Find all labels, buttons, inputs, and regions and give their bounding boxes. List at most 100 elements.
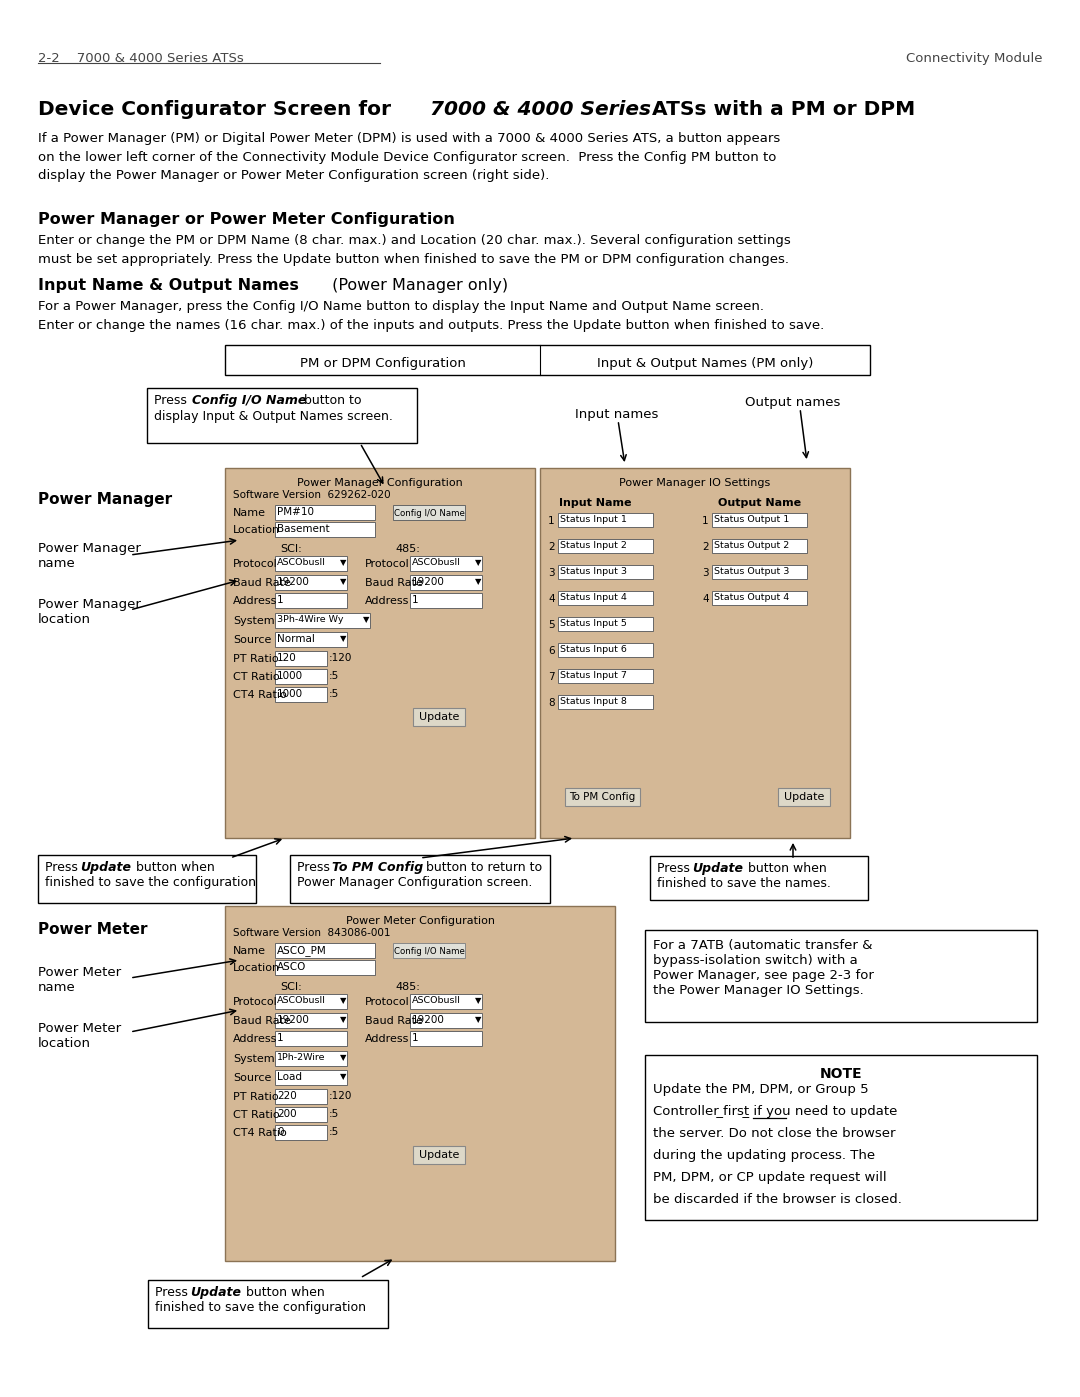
- Text: ASCObusII: ASCObusII: [411, 557, 461, 567]
- Text: Source: Source: [233, 1073, 271, 1083]
- Bar: [275, 1090, 327, 1104]
- Text: 8: 8: [548, 698, 555, 708]
- Text: 485:: 485:: [395, 982, 420, 992]
- Text: Power Manager Configuration: Power Manager Configuration: [297, 478, 463, 488]
- Bar: [410, 576, 482, 590]
- Text: Update: Update: [80, 861, 131, 875]
- Text: 3: 3: [702, 569, 708, 578]
- Bar: [410, 1013, 482, 1028]
- Text: Location: Location: [233, 525, 280, 535]
- Bar: [393, 504, 465, 520]
- Text: Load: Load: [276, 1071, 302, 1083]
- Text: display Input & Output Names screen.: display Input & Output Names screen.: [154, 409, 393, 423]
- Bar: [275, 1106, 327, 1122]
- Bar: [558, 669, 653, 683]
- Text: ▼: ▼: [340, 1016, 347, 1024]
- Text: Config I/O Name: Config I/O Name: [192, 394, 307, 407]
- Text: ▼: ▼: [475, 1016, 482, 1024]
- Bar: [275, 522, 375, 536]
- Bar: [712, 564, 807, 578]
- Text: button when: button when: [132, 861, 215, 875]
- Text: bypass-isolation switch) with a: bypass-isolation switch) with a: [653, 954, 858, 967]
- Text: Status Input 7: Status Input 7: [561, 671, 626, 680]
- Bar: [275, 669, 327, 685]
- Text: SCI:: SCI:: [280, 982, 301, 992]
- Text: 19200: 19200: [411, 577, 445, 587]
- Text: Status Output 2: Status Output 2: [714, 541, 789, 550]
- Text: 6: 6: [548, 645, 555, 657]
- Text: PM, DPM, or CP update request will: PM, DPM, or CP update request will: [653, 1171, 887, 1185]
- Text: Protocol: Protocol: [365, 997, 409, 1007]
- Bar: [275, 1051, 347, 1066]
- Text: System: System: [233, 1053, 274, 1065]
- Text: 200: 200: [276, 1109, 297, 1119]
- Text: PM or DPM Configuration: PM or DPM Configuration: [299, 358, 465, 370]
- Bar: [558, 539, 653, 553]
- Text: 1: 1: [548, 515, 555, 527]
- Bar: [275, 631, 347, 647]
- Text: Status Input 6: Status Input 6: [561, 645, 626, 654]
- Text: For a 7ATB (automatic transfer &: For a 7ATB (automatic transfer &: [653, 939, 873, 951]
- Text: CT4 Ratio: CT4 Ratio: [233, 690, 287, 700]
- Text: Status Output 3: Status Output 3: [714, 567, 789, 576]
- Text: 0: 0: [276, 1127, 283, 1137]
- Bar: [275, 960, 375, 975]
- Text: Input Name & Output Names: Input Name & Output Names: [38, 278, 299, 293]
- Text: 2: 2: [548, 542, 555, 552]
- Text: PM#10: PM#10: [276, 507, 314, 517]
- Text: Address: Address: [365, 1034, 409, 1044]
- Text: Address: Address: [233, 1034, 278, 1044]
- Text: ▼: ▼: [340, 634, 347, 643]
- Text: Update: Update: [419, 712, 459, 722]
- Text: button to return to: button to return to: [422, 861, 542, 875]
- Text: :5: :5: [329, 671, 339, 680]
- Text: ASCObusII: ASCObusII: [411, 996, 461, 1004]
- Text: Input & Output Names (PM only): Input & Output Names (PM only): [597, 358, 813, 370]
- Text: 4: 4: [702, 594, 708, 604]
- Text: Power Meter Configuration: Power Meter Configuration: [346, 916, 495, 926]
- Bar: [645, 1055, 1037, 1220]
- Text: Update: Update: [419, 1150, 459, 1160]
- Bar: [558, 643, 653, 657]
- Text: Power Manager or Power Meter Configuration: Power Manager or Power Meter Configurati…: [38, 212, 455, 226]
- Text: 1: 1: [411, 595, 419, 605]
- Text: 3Ph-4Wire Wy: 3Ph-4Wire Wy: [276, 615, 343, 624]
- Text: Status Input 4: Status Input 4: [561, 592, 626, 602]
- Bar: [275, 504, 375, 520]
- Text: Protocol: Protocol: [365, 559, 409, 569]
- Bar: [275, 613, 370, 629]
- Bar: [275, 1070, 347, 1085]
- Bar: [275, 576, 347, 590]
- Bar: [291, 855, 550, 902]
- Text: ASCObusII: ASCObusII: [276, 996, 326, 1004]
- Text: To PM Config: To PM Config: [332, 861, 423, 875]
- Text: Name: Name: [233, 946, 266, 956]
- Text: Output names: Output names: [745, 395, 840, 409]
- Text: Status Input 8: Status Input 8: [561, 697, 626, 705]
- Text: Press: Press: [657, 862, 693, 875]
- Text: Baud Rate: Baud Rate: [233, 1016, 291, 1025]
- Bar: [558, 617, 653, 631]
- Text: Status Input 2: Status Input 2: [561, 541, 626, 550]
- Text: 7: 7: [548, 672, 555, 682]
- Text: Output Name: Output Name: [718, 497, 801, 509]
- Text: ▼: ▼: [363, 615, 369, 624]
- Bar: [275, 651, 327, 666]
- Bar: [225, 345, 870, 374]
- Text: location: location: [38, 613, 91, 626]
- Text: PT Ratio: PT Ratio: [233, 654, 279, 664]
- Text: Update: Update: [692, 862, 743, 875]
- Text: :120: :120: [329, 1091, 352, 1101]
- Text: ▼: ▼: [475, 557, 482, 567]
- Bar: [38, 855, 256, 902]
- Bar: [275, 687, 327, 703]
- Text: Config I/O Name: Config I/O Name: [393, 510, 464, 518]
- Text: Enter or change the PM or DPM Name (8 char. max.) and Location (20 char. max.). : Enter or change the PM or DPM Name (8 ch…: [38, 235, 791, 265]
- Text: :120: :120: [329, 652, 352, 664]
- Text: ATSs with a PM or DPM: ATSs with a PM or DPM: [645, 101, 915, 119]
- Bar: [275, 1125, 327, 1140]
- Bar: [275, 943, 375, 958]
- Text: Power Manager Configuration screen.: Power Manager Configuration screen.: [297, 876, 532, 888]
- Text: 5: 5: [548, 620, 555, 630]
- Text: 1: 1: [702, 515, 708, 527]
